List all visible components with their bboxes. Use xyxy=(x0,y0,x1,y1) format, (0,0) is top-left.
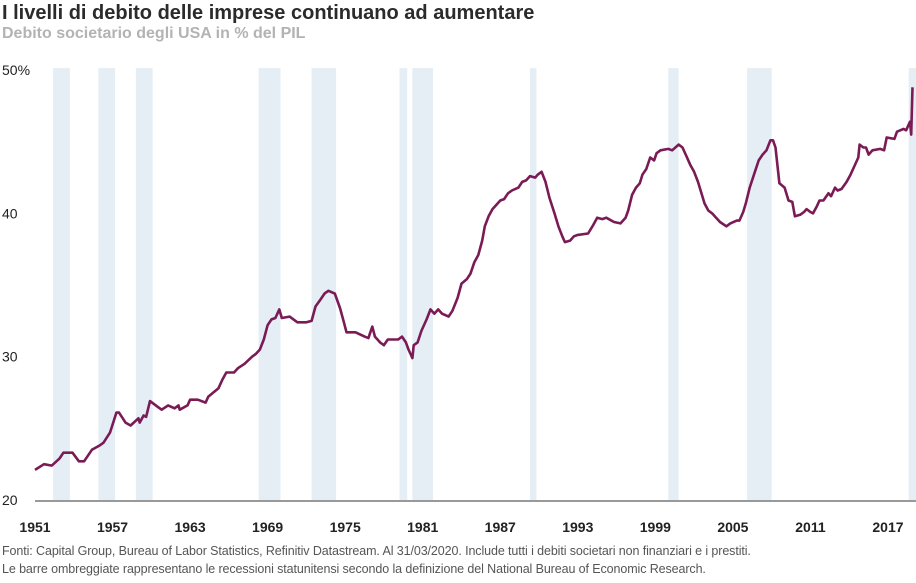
series-line xyxy=(34,87,914,471)
footnote-recessions: Le barre ombreggiate rappresentano le re… xyxy=(2,562,706,576)
series-lines xyxy=(34,87,914,471)
y-tick-label: 40 xyxy=(2,205,18,221)
recession-bar xyxy=(908,68,916,500)
recession-bar xyxy=(399,68,408,500)
x-tick-label: 1963 xyxy=(175,519,206,535)
x-tick-label: 1951 xyxy=(19,519,50,535)
recession-bar xyxy=(747,68,772,500)
x-tick-label: 1993 xyxy=(562,519,593,535)
recession-bar xyxy=(529,68,537,500)
x-tick-label: 1975 xyxy=(330,519,361,535)
x-tick-label: 2011 xyxy=(795,519,826,535)
x-tick-label: 2017 xyxy=(872,519,903,535)
x-tick-label: 1957 xyxy=(97,519,128,535)
y-tick-label: 20 xyxy=(2,492,18,508)
recession-bar xyxy=(258,68,281,500)
y-tick-label: 30 xyxy=(2,349,18,365)
x-tick-label: 1981 xyxy=(407,519,438,535)
x-tick-label: 2005 xyxy=(717,519,748,535)
y-axis-ticks: 50% 40 30 20 xyxy=(2,62,30,508)
recession-bar xyxy=(98,68,116,500)
chart-title: I livelli di debito delle imprese contin… xyxy=(2,2,535,24)
y-tick-label: 50% xyxy=(2,62,30,78)
recession-bar xyxy=(135,68,153,500)
footnote-sources: Fonti: Capital Group, Bureau of Labor St… xyxy=(2,544,751,558)
recession-bar xyxy=(412,68,434,500)
chart-subtitle: Debito societario degli USA in % del PIL xyxy=(2,25,306,42)
recession-bars xyxy=(53,68,916,500)
recession-bar xyxy=(53,68,70,500)
x-tick-label: 1999 xyxy=(640,519,671,535)
x-axis-ticks: 1951 1957 1963 1969 1975 1981 1987 1993 1999 2005… xyxy=(19,519,903,535)
recession-bar xyxy=(311,68,337,500)
x-tick-label: 1969 xyxy=(252,519,283,535)
x-tick-label: 1987 xyxy=(485,519,516,535)
recession-bar xyxy=(668,68,679,500)
